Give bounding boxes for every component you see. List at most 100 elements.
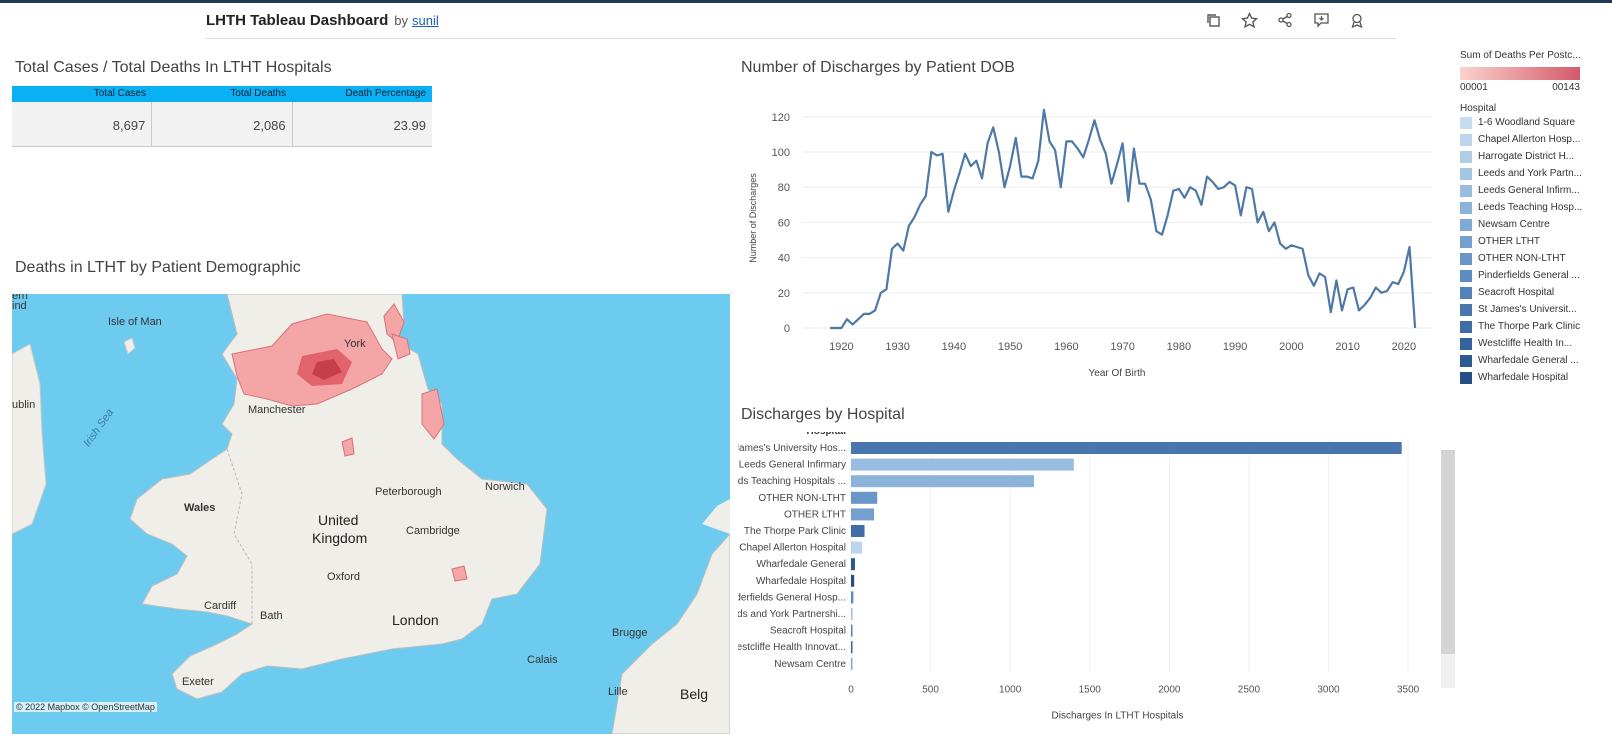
map-label-cambridge: Cambridge bbox=[406, 525, 460, 537]
legend-item[interactable]: Newsam Centre bbox=[1460, 216, 1610, 233]
bar-category-label: Wharfedale Hospital bbox=[756, 576, 846, 587]
line-x-tick: 1960 bbox=[1054, 341, 1078, 353]
legend: Sum of Deaths Per Postc... 00001 00143 H… bbox=[1460, 50, 1610, 386]
legend-item[interactable]: Seacroft Hospital bbox=[1460, 284, 1610, 301]
bar-category-label: Chapel Allerton Hospital bbox=[739, 543, 846, 554]
map-label-bath: Bath bbox=[260, 610, 283, 622]
legend-items: 1-6 Woodland Square Chapel Allerton Hosp.… bbox=[1460, 114, 1610, 386]
bar[interactable] bbox=[851, 558, 855, 571]
legend-item[interactable]: Wharfedale General ... bbox=[1460, 352, 1610, 369]
bar[interactable] bbox=[851, 591, 854, 604]
dashboard-title-text: LHTH Tableau Dashboard bbox=[206, 12, 389, 29]
discharges-hospital-chart[interactable]: Hospital St James's University Hos... Leed… bbox=[738, 432, 1458, 737]
line-y-tick: 120 bbox=[772, 112, 790, 124]
legend-item[interactable]: 1-6 Woodland Square bbox=[1460, 114, 1610, 131]
legend-item[interactable]: The Thorpe Park Clinic bbox=[1460, 318, 1610, 335]
bar[interactable] bbox=[851, 541, 863, 554]
scrollbar-thumb[interactable] bbox=[1441, 450, 1455, 654]
bar[interactable] bbox=[851, 657, 853, 670]
legend-swatch bbox=[1460, 150, 1472, 163]
bar-category-label: OTHER LTHT bbox=[784, 509, 846, 520]
legend-gradient bbox=[1460, 67, 1580, 80]
bar-category-label: Leeds General Infirmary bbox=[739, 460, 846, 471]
bar[interactable] bbox=[851, 508, 875, 521]
bar-x-axis-label: Discharges In LTHT Hospitals bbox=[1052, 710, 1184, 721]
legend-item-label: Leeds Teaching Hosp... bbox=[1478, 202, 1583, 213]
map-label-lille: Lille bbox=[608, 686, 628, 698]
bar[interactable] bbox=[851, 442, 1402, 454]
legend-range: 00001 00143 bbox=[1460, 82, 1580, 93]
bar-x-tick: 2000 bbox=[1158, 684, 1181, 695]
star-icon[interactable] bbox=[1240, 11, 1258, 29]
legend-item-label: The Thorpe Park Clinic bbox=[1478, 321, 1581, 332]
share-icon[interactable] bbox=[1276, 11, 1294, 29]
legend-item[interactable]: Leeds General Infirm... bbox=[1460, 182, 1610, 199]
map-label-london: London bbox=[392, 612, 439, 628]
bar[interactable] bbox=[851, 525, 865, 537]
legend-item[interactable]: Leeds Teaching Hosp... bbox=[1460, 199, 1610, 216]
bar[interactable] bbox=[851, 491, 878, 504]
bar[interactable] bbox=[851, 458, 1074, 471]
bar[interactable] bbox=[851, 574, 855, 587]
map-label-exeter: Exeter bbox=[182, 676, 214, 688]
map-label-united: United bbox=[318, 512, 359, 528]
kpi-death-percentage: 23.99 bbox=[393, 118, 426, 133]
discharges-dob-chart[interactable]: 0 20 40 60 80 100 120 1920 1930 1940 1950 1960 1970 1… bbox=[742, 96, 1448, 396]
bar[interactable] bbox=[851, 475, 1035, 488]
map-attribution[interactable]: © 2022 Mapbox © OpenStreetMap bbox=[14, 702, 157, 712]
legend-item[interactable]: St James's Universit... bbox=[1460, 301, 1610, 318]
line-series[interactable] bbox=[830, 108, 1417, 330]
kpi-table[interactable]: Total Cases Total Deaths Death Percentag… bbox=[12, 86, 432, 147]
author-link[interactable]: sunil bbox=[411, 13, 439, 28]
legend-item[interactable]: OTHER NON-LTHT bbox=[1460, 250, 1610, 267]
legend-swatch bbox=[1460, 218, 1472, 231]
legend-item-label: OTHER NON-LTHT bbox=[1478, 253, 1566, 264]
map-label-isle-of-man: Isle of Man bbox=[108, 316, 162, 328]
map-label-oxford: Oxford bbox=[327, 571, 361, 583]
bar[interactable] bbox=[851, 641, 853, 654]
kpi-total-deaths: 2,086 bbox=[152, 102, 293, 146]
copy-icon[interactable] bbox=[1204, 11, 1222, 29]
legend-item-label: Harrogate District H... bbox=[1478, 151, 1575, 162]
legend-item[interactable]: Harrogate District H... bbox=[1460, 148, 1610, 165]
line-x-tick: 1980 bbox=[1167, 341, 1191, 353]
legend-swatch bbox=[1460, 269, 1472, 282]
line-x-tick: 1950 bbox=[998, 341, 1022, 353]
bar[interactable] bbox=[851, 624, 853, 637]
deaths-map[interactable]: ern ind Isle of Man York Manchester ubli… bbox=[12, 294, 730, 734]
legend-swatch bbox=[1460, 201, 1472, 214]
bar-category-label: Leeds Teaching Hospitals ... bbox=[738, 476, 846, 487]
bar-x-tick: 1500 bbox=[1079, 684, 1102, 695]
legend-range-min: 00001 bbox=[1460, 82, 1488, 93]
legend-swatch bbox=[1460, 337, 1472, 350]
legend-item-label: Wharfedale General ... bbox=[1478, 355, 1579, 366]
map-label-cardiff: Cardiff bbox=[204, 600, 237, 612]
kpi-total-cases: 8,697 bbox=[12, 102, 153, 146]
line-x-tick: 1970 bbox=[1110, 341, 1134, 353]
legend-item-label: St James's Universit... bbox=[1478, 304, 1577, 315]
legend-swatch bbox=[1460, 235, 1472, 248]
bar-x-tick: 2500 bbox=[1238, 684, 1261, 695]
legend-item-label: 1-6 Woodland Square bbox=[1478, 117, 1576, 128]
badge-icon[interactable] bbox=[1348, 11, 1366, 29]
legend-item[interactable]: Wharfedale Hospital bbox=[1460, 369, 1610, 386]
bar-category-label: Wharfedale General bbox=[757, 559, 847, 570]
by-label: by bbox=[394, 13, 408, 28]
legend-swatch bbox=[1460, 252, 1472, 265]
legend-item[interactable]: Pinderfields General ... bbox=[1460, 267, 1610, 284]
bar-category-label: Newsam Centre bbox=[774, 659, 846, 670]
line-y-tick: 40 bbox=[778, 253, 790, 265]
bar[interactable] bbox=[851, 608, 853, 620]
line-x-tick: 1920 bbox=[829, 341, 853, 353]
legend-swatch bbox=[1460, 354, 1472, 367]
legend-item[interactable]: Leeds and York Partn... bbox=[1460, 165, 1610, 182]
legend-item[interactable]: Chapel Allerton Hosp... bbox=[1460, 131, 1610, 148]
comment-icon[interactable] bbox=[1312, 11, 1330, 29]
bar-category-label: OTHER NON-LTHT bbox=[758, 493, 846, 504]
line-x-tick: 2000 bbox=[1279, 341, 1303, 353]
legend-item[interactable]: OTHER LTHT bbox=[1460, 233, 1610, 250]
map-label-dublin: ublin bbox=[12, 399, 36, 411]
bar-category-label: Westcliffe Health Innovat... bbox=[738, 642, 846, 653]
legend-item[interactable]: Westcliffe Health In... bbox=[1460, 335, 1610, 352]
bar-chart-scrollbar[interactable] bbox=[1441, 450, 1455, 688]
